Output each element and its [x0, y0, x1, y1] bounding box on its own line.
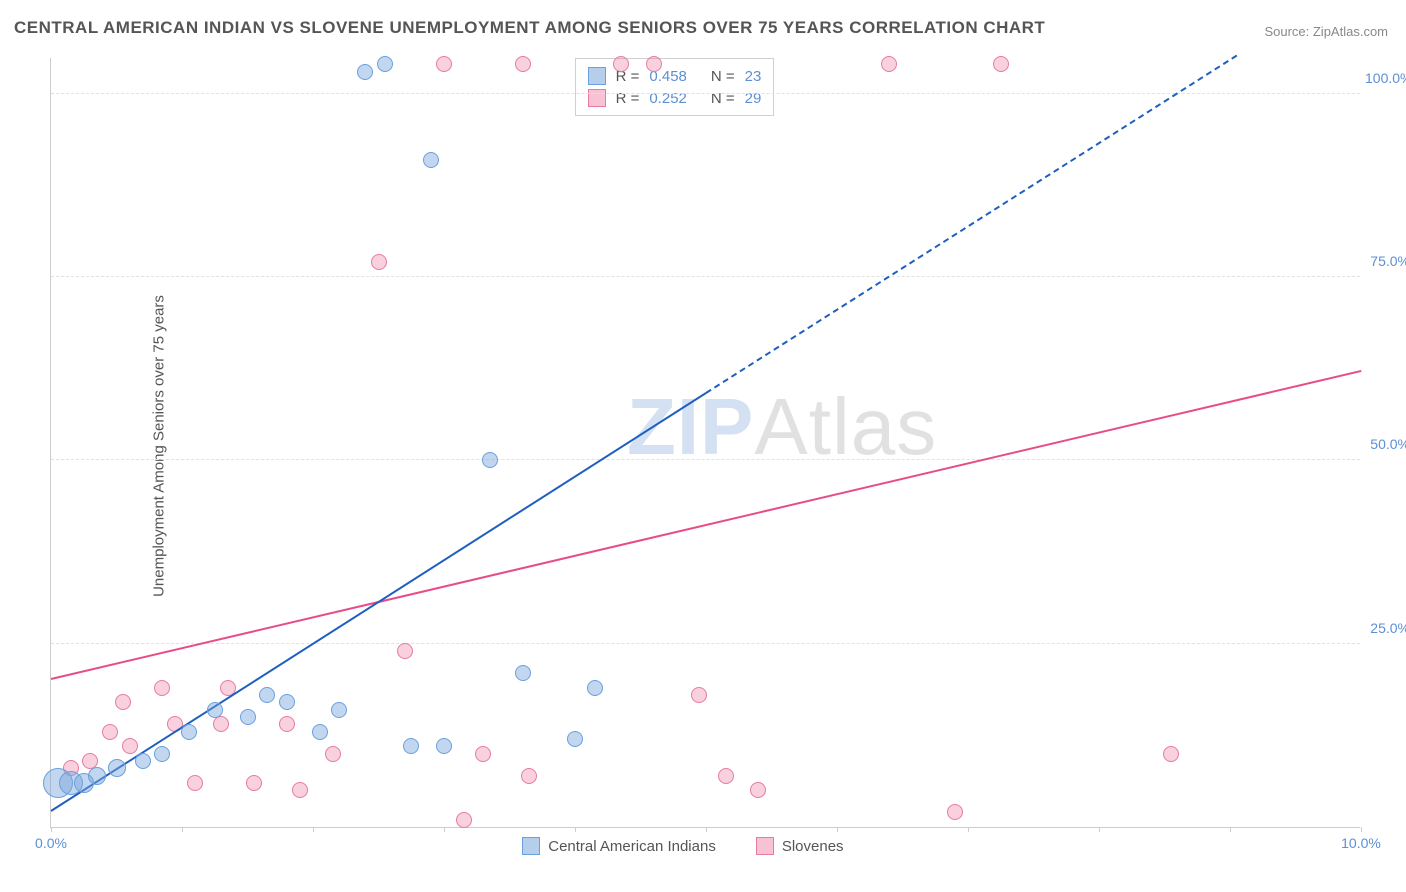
data-point — [587, 680, 603, 696]
legend-swatch — [588, 67, 606, 85]
data-point — [259, 687, 275, 703]
source-attribution: Source: ZipAtlas.com — [1264, 24, 1388, 39]
y-tick-label: 50.0% — [1365, 436, 1406, 452]
data-point — [613, 56, 629, 72]
legend-label: Central American Indians — [548, 838, 716, 855]
data-point — [181, 724, 197, 740]
data-point — [750, 782, 766, 798]
data-point — [207, 702, 223, 718]
data-point — [122, 738, 138, 754]
data-point — [515, 56, 531, 72]
data-point — [436, 738, 452, 754]
gridline-h — [51, 643, 1360, 644]
data-point — [993, 56, 1009, 72]
x-tick-mark — [51, 827, 52, 832]
y-tick-label: 100.0% — [1365, 70, 1406, 86]
data-point — [325, 746, 341, 762]
y-tick-label: 25.0% — [1365, 620, 1406, 636]
data-point — [331, 702, 347, 718]
data-point — [246, 775, 262, 791]
trend-line — [50, 393, 706, 813]
data-point — [292, 782, 308, 798]
x-tick-mark — [1361, 827, 1362, 832]
x-tick-mark — [182, 827, 183, 832]
data-point — [115, 694, 131, 710]
data-point — [403, 738, 419, 754]
x-tick-label: 0.0% — [35, 835, 67, 851]
x-tick-mark — [837, 827, 838, 832]
data-point — [881, 56, 897, 72]
data-point — [279, 716, 295, 732]
data-point — [423, 152, 439, 168]
data-point — [135, 753, 151, 769]
data-point — [456, 812, 472, 828]
gridline-h — [51, 459, 1360, 460]
data-point — [1163, 746, 1179, 762]
data-point — [312, 724, 328, 740]
chart-title: CENTRAL AMERICAN INDIAN VS SLOVENE UNEMP… — [14, 18, 1045, 38]
x-tick-label: 10.0% — [1341, 835, 1381, 851]
data-point — [371, 254, 387, 270]
legend-item: Central American Indians — [522, 837, 716, 855]
x-tick-mark — [968, 827, 969, 832]
data-point — [482, 452, 498, 468]
trend-line — [51, 370, 1361, 680]
data-point — [646, 56, 662, 72]
scatter-plot-area: ZIPAtlas R =0.458N =23R =0.252N =29 Cent… — [50, 58, 1360, 828]
correlation-stats-box: R =0.458N =23R =0.252N =29 — [575, 58, 775, 116]
data-point — [397, 643, 413, 659]
x-tick-mark — [575, 827, 576, 832]
data-point — [154, 680, 170, 696]
data-point — [475, 746, 491, 762]
gridline-h — [51, 276, 1360, 277]
x-tick-mark — [1230, 827, 1231, 832]
data-point — [102, 724, 118, 740]
legend-label: Slovenes — [782, 838, 844, 855]
stat-n-label: N = — [711, 68, 735, 85]
data-point — [279, 694, 295, 710]
data-point — [108, 759, 126, 777]
watermark-atlas: Atlas — [754, 382, 937, 471]
data-point — [357, 64, 373, 80]
gridline-h — [51, 93, 1360, 94]
data-point — [240, 709, 256, 725]
watermark-zip: ZIP — [627, 382, 754, 471]
legend-swatch — [522, 837, 540, 855]
x-tick-mark — [313, 827, 314, 832]
series-legend: Central American Indians Slovenes — [522, 837, 843, 855]
data-point — [213, 716, 229, 732]
stats-row: R =0.252N =29 — [588, 87, 762, 109]
data-point — [718, 768, 734, 784]
data-point — [187, 775, 203, 791]
y-tick-label: 75.0% — [1365, 253, 1406, 269]
data-point — [947, 804, 963, 820]
x-tick-mark — [1099, 827, 1100, 832]
legend-item: Slovenes — [756, 837, 844, 855]
trend-line — [705, 55, 1237, 394]
legend-swatch — [756, 837, 774, 855]
x-tick-mark — [444, 827, 445, 832]
data-point — [515, 665, 531, 681]
data-point — [691, 687, 707, 703]
data-point — [521, 768, 537, 784]
data-point — [377, 56, 393, 72]
data-point — [88, 767, 106, 785]
data-point — [436, 56, 452, 72]
stat-n-value: 23 — [745, 68, 762, 85]
x-tick-mark — [706, 827, 707, 832]
data-point — [154, 746, 170, 762]
data-point — [567, 731, 583, 747]
